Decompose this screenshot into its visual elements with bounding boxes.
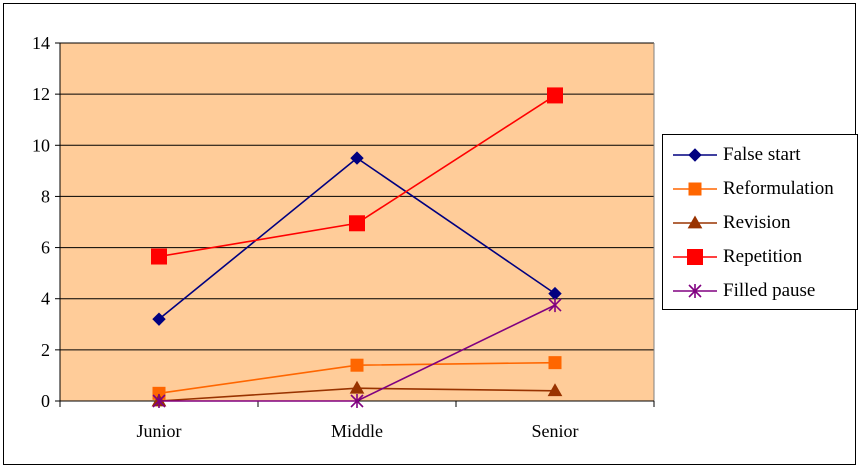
series-repetition bbox=[151, 87, 563, 265]
y-tick-label: 8 bbox=[41, 186, 50, 206]
data-point-false-start bbox=[152, 312, 166, 326]
legend-label: Revision bbox=[723, 212, 791, 233]
series-filled-pause bbox=[152, 298, 562, 408]
y-tick-label: 10 bbox=[32, 135, 50, 155]
legend-label: Repetition bbox=[723, 246, 803, 267]
y-tick-label: 4 bbox=[41, 289, 50, 309]
legend-label: False start bbox=[723, 144, 801, 165]
y-tick-label: 0 bbox=[41, 391, 50, 411]
x-tick-label: Junior bbox=[137, 421, 182, 441]
y-tick-label: 12 bbox=[32, 84, 50, 104]
legend-swatch bbox=[673, 284, 717, 298]
data-point-reformulation bbox=[548, 356, 562, 370]
legend-item-repetition: Repetition bbox=[671, 245, 856, 269]
legend-item-false-start: False start bbox=[671, 143, 856, 167]
legend-label: Filled pause bbox=[723, 280, 816, 301]
data-point-filled-pause bbox=[548, 298, 562, 313]
data-point-revision bbox=[547, 383, 563, 397]
series-false-start bbox=[152, 151, 562, 326]
legend-item-reformulation: Reformulation bbox=[671, 177, 856, 201]
legend-swatch bbox=[673, 148, 717, 162]
data-point-repetition bbox=[151, 248, 167, 265]
legend-swatch-marker bbox=[687, 215, 703, 229]
x-tick-label: Senior bbox=[532, 421, 579, 441]
legend-swatch bbox=[673, 215, 717, 229]
legend-swatch bbox=[673, 182, 717, 196]
legend-label: Reformulation bbox=[723, 178, 834, 199]
legend-item-filled-pause: Filled pause bbox=[671, 279, 856, 303]
data-point-filled-pause bbox=[350, 394, 364, 408]
data-point-reformulation bbox=[350, 358, 364, 372]
data-point-revision bbox=[349, 380, 365, 394]
x-tick-label: Middle bbox=[331, 421, 383, 441]
data-point-false-start bbox=[350, 151, 364, 165]
legend-item-revision: Revision bbox=[671, 211, 856, 235]
y-tick-label: 2 bbox=[41, 340, 50, 360]
legend-swatch bbox=[673, 249, 717, 265]
series-reformulation bbox=[152, 356, 562, 400]
legend-swatch-marker bbox=[687, 249, 703, 265]
legend-swatch-marker bbox=[688, 148, 702, 162]
legend-swatch-marker bbox=[688, 182, 702, 196]
legend-swatch-marker bbox=[688, 284, 702, 298]
data-point-repetition bbox=[547, 87, 563, 104]
legend: False start Reformulation Revision Repet… bbox=[662, 134, 858, 310]
y-tick-label: 6 bbox=[41, 238, 50, 258]
data-point-repetition bbox=[349, 215, 365, 232]
data-point-filled-pause bbox=[152, 394, 166, 408]
y-tick-label: 14 bbox=[32, 33, 50, 53]
